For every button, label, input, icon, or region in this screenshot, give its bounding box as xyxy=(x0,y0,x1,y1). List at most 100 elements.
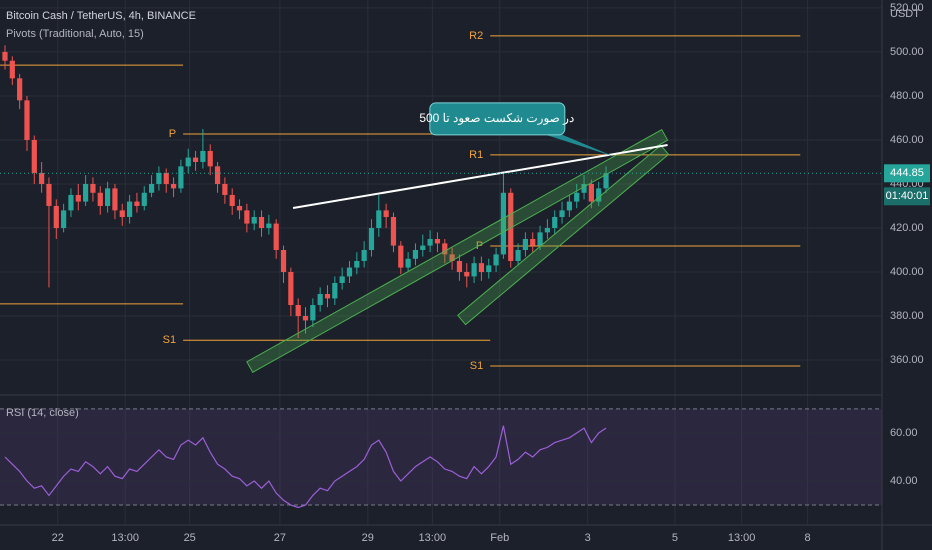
x-tick-label: 13:00 xyxy=(419,532,447,544)
x-tick-label: 22 xyxy=(52,532,64,544)
channel xyxy=(246,128,669,373)
y-tick-label: 360.00 xyxy=(890,354,924,366)
candle-body xyxy=(537,232,543,246)
candle-body xyxy=(354,260,360,268)
candle-body xyxy=(178,166,184,189)
candle-body xyxy=(148,183,155,193)
rsi-tick-label: 60.00 xyxy=(890,427,918,439)
candle-body xyxy=(405,258,411,268)
candle-body xyxy=(258,216,265,228)
x-tick-label: 13:00 xyxy=(111,532,139,544)
last-price-label: 444.85 xyxy=(890,167,924,179)
y-tick-label: 380.00 xyxy=(890,310,924,322)
candle-body xyxy=(515,249,521,261)
candle-body xyxy=(119,210,125,217)
candle-body xyxy=(368,227,375,250)
x-tick-label: 13:00 xyxy=(728,532,756,544)
y-tick-label: 460.00 xyxy=(890,134,924,146)
candle-body xyxy=(603,173,609,189)
y-tick-label: 480.00 xyxy=(890,90,924,102)
candle-body xyxy=(339,276,345,283)
candle-body xyxy=(207,150,213,167)
trendline xyxy=(292,144,668,209)
y-tick-label: 420.00 xyxy=(890,222,924,234)
candle-body xyxy=(588,183,594,202)
rsi-label: RSI (14, close) xyxy=(6,407,79,419)
candle-body xyxy=(390,216,397,246)
candle-body xyxy=(493,254,499,266)
candle-body xyxy=(222,183,228,195)
x-tick-label: 5 xyxy=(672,532,678,544)
pivot-label: P xyxy=(169,128,176,140)
candle-body xyxy=(192,157,199,162)
pivot-label: R2 xyxy=(469,30,483,42)
candle-body xyxy=(449,254,455,261)
pivot-label: S1 xyxy=(470,360,483,372)
candle-body xyxy=(376,210,382,228)
x-tick-label: 3 xyxy=(585,532,591,544)
candle-body xyxy=(574,192,580,202)
candle-body xyxy=(478,263,485,272)
candle-body xyxy=(434,238,441,244)
candle-body xyxy=(61,210,67,228)
y-tick-label: 520.00 xyxy=(890,2,924,14)
candle-body xyxy=(214,166,221,184)
candle-body xyxy=(317,293,323,305)
candle-body xyxy=(559,210,565,217)
x-tick-label: 25 xyxy=(184,532,196,544)
candle-body xyxy=(596,188,602,202)
callout-box xyxy=(429,102,566,136)
candle-body xyxy=(39,172,45,184)
candle-body xyxy=(361,249,367,261)
candle-body xyxy=(383,210,389,217)
candle-body xyxy=(244,210,250,224)
candle-body xyxy=(442,243,448,255)
currency: USDT xyxy=(890,8,920,20)
candle-body xyxy=(75,194,81,202)
candle-body xyxy=(500,192,507,255)
candle-body xyxy=(185,157,191,167)
pivot-label: R1 xyxy=(469,149,483,161)
candle-body xyxy=(280,249,287,272)
candle-body xyxy=(46,183,52,206)
x-tick-label: 27 xyxy=(274,532,286,544)
candle-body xyxy=(456,260,463,272)
y-tick-label: 500.00 xyxy=(890,46,924,58)
callout-text: در صورت شکست صعود تا 500 xyxy=(419,111,574,125)
candle-body xyxy=(530,238,536,246)
candle-body xyxy=(420,245,426,250)
candle-body xyxy=(112,188,118,211)
countdown-box xyxy=(884,187,930,206)
rsi-line xyxy=(4,425,607,509)
x-tick-label: 29 xyxy=(362,532,374,544)
candle-body xyxy=(346,267,353,277)
candle-body xyxy=(273,223,279,250)
candle-body xyxy=(229,194,235,206)
x-tick-label: 8 xyxy=(805,532,811,544)
y-tick-label: 400.00 xyxy=(890,266,924,278)
candle-body xyxy=(302,316,309,321)
candle-body xyxy=(508,192,514,261)
candle-body xyxy=(170,183,177,189)
candle-body xyxy=(97,192,103,206)
candle-body xyxy=(266,223,272,228)
candle-body xyxy=(31,139,37,173)
candle-body xyxy=(134,201,140,206)
callout-pointer xyxy=(539,132,615,157)
candle-body xyxy=(295,304,301,316)
candle-body xyxy=(464,271,470,277)
chart-title: Bitcoin Cash / TetherUS, 4h, BINANCE xyxy=(6,10,196,22)
candle-body xyxy=(251,216,257,224)
pivots-label: Pivots (Traditional, Auto, 15) xyxy=(6,28,144,40)
countdown-label: 01:40:01 xyxy=(886,190,929,202)
candle-body xyxy=(126,201,133,217)
candle-body xyxy=(566,201,572,211)
x-tick-label: Feb xyxy=(490,532,509,544)
candle-body xyxy=(156,172,162,184)
candle-body xyxy=(324,293,331,299)
candle-body xyxy=(412,249,419,259)
candle-body xyxy=(53,205,59,228)
pivot-label: S1 xyxy=(163,334,176,346)
candle-body xyxy=(544,227,550,233)
